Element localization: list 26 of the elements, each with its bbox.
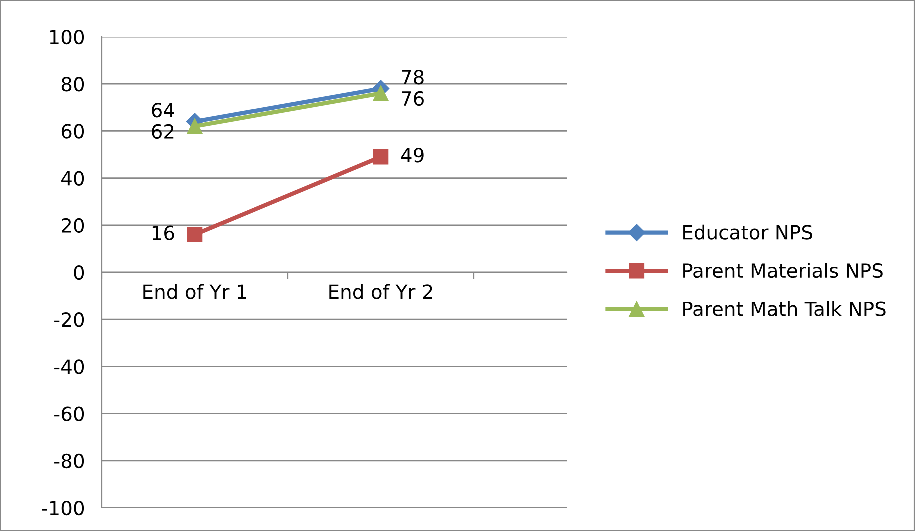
data-label: 64 (152, 102, 174, 118)
y-tick-label: 80 (62, 77, 84, 92)
x-tick-label: End of Yr 1 (144, 284, 246, 300)
data-label: 49 (401, 148, 424, 163)
y-tick-label: -20 (54, 312, 84, 328)
legend-label: Parent Materials NPS (684, 263, 883, 278)
y-tick-label: -40 (54, 360, 84, 374)
point (187, 227, 203, 242)
data-label: 76 (402, 91, 424, 106)
y-tick-label: 0 (74, 265, 84, 280)
legend-label: Parent Math Talk NPS (684, 301, 886, 316)
data-label: 62 (152, 124, 174, 140)
point (187, 118, 203, 134)
data-label: 16 (152, 226, 174, 240)
point (373, 149, 389, 165)
y-tick-label: 100 (50, 30, 84, 45)
data-label: 78 (402, 70, 424, 85)
y-tick-label: -100 (42, 500, 84, 516)
y-tick-label: -80 (54, 454, 84, 469)
y-tick-label: 40 (62, 171, 84, 186)
y-tick-label: -60 (54, 406, 84, 422)
y-tick-label: 60 (62, 124, 84, 139)
legend-label: Educator NPS (684, 224, 812, 240)
x-tick-label: End of Yr 2 (330, 284, 432, 300)
y-tick-label: 20 (62, 218, 84, 234)
point (373, 86, 389, 102)
